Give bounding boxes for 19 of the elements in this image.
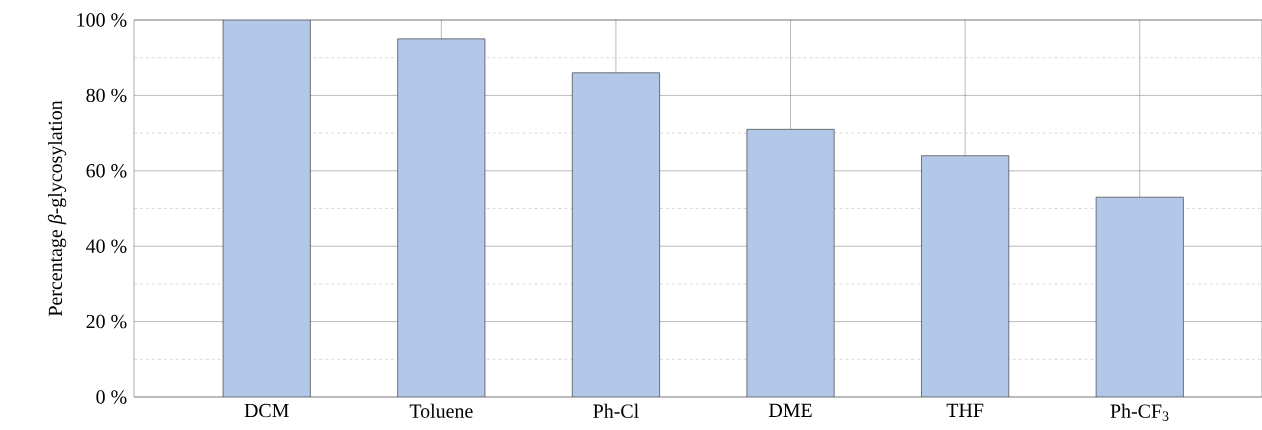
bar: [397, 38, 486, 397]
x-tick-label: DCM: [244, 403, 289, 418]
y-tick-label: 60 %: [86, 164, 127, 178]
bar: [571, 72, 660, 397]
y-tick-label: 20 %: [86, 314, 127, 329]
bar: [1095, 196, 1184, 397]
x-tick-label: THF: [946, 403, 984, 417]
y-axis-title: Percentage β-glycosylation: [47, 100, 67, 317]
bar: [921, 155, 1010, 397]
bar: [746, 129, 835, 397]
bar: [222, 20, 311, 397]
y-tick-label: 80 %: [86, 88, 127, 103]
x-tick-label: Toluene: [409, 403, 473, 418]
x-tick-label: DME: [768, 403, 812, 417]
y-tick-label: 100 %: [77, 13, 127, 27]
x-tick-label: Ph-Cl: [593, 403, 639, 418]
y-tick-label: 0 %: [96, 390, 127, 404]
y-tick-label: 40 %: [86, 239, 127, 253]
x-tick-label: Ph-CF$_{3}$: [1110, 403, 1169, 421]
